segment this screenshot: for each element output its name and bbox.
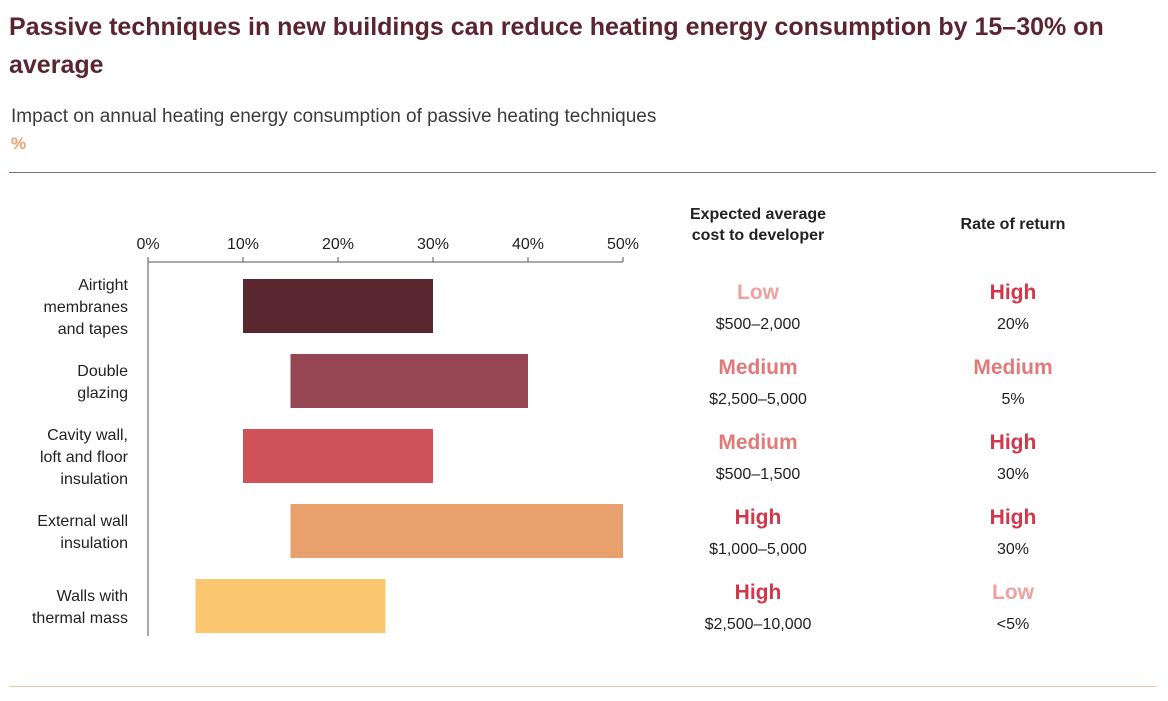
- category-label: loft and floor: [40, 449, 129, 466]
- cost-value: $500–2,000: [715, 316, 801, 333]
- x-tick-label: 20%: [322, 236, 354, 253]
- bar: [290, 504, 623, 558]
- x-tick-label: 10%: [227, 236, 259, 253]
- x-tick-label: 30%: [417, 236, 449, 253]
- category-label: Walls with: [57, 588, 128, 605]
- bottom-divider: [9, 686, 1156, 687]
- return-rating: Medium: [973, 356, 1053, 379]
- category-label: insulation: [60, 535, 128, 552]
- category-label: Double: [77, 363, 128, 380]
- return-value: <5%: [996, 616, 1030, 633]
- cost-rating: Medium: [718, 356, 798, 379]
- return-rating: Low: [992, 581, 1034, 604]
- bar: [195, 579, 386, 633]
- cost-rating: Medium: [718, 431, 798, 454]
- unit-label: %: [11, 134, 27, 153]
- return-rating: High: [989, 281, 1037, 304]
- bar: [243, 429, 433, 483]
- cost-value: $2,500–10,000: [704, 616, 812, 633]
- category-label: glazing: [77, 385, 128, 402]
- cost-rating: High: [734, 506, 782, 529]
- cost-rating: High: [734, 581, 782, 604]
- return-rating: High: [989, 431, 1037, 454]
- category-label: Airtight: [78, 277, 128, 294]
- bar: [243, 279, 433, 333]
- return-rating: High: [989, 506, 1037, 529]
- cost-column-header: Expected average cost to developer: [689, 206, 827, 244]
- cost-value: $2,500–5,000: [709, 391, 807, 408]
- category-label: membranes: [44, 299, 128, 316]
- range-bar-chart: 0% 10% 20% 30% 40% 50% Airtight membranes and ta…: [32, 236, 639, 636]
- return-value: 5%: [1001, 391, 1025, 408]
- category-label: and tapes: [58, 321, 128, 338]
- bar: [290, 354, 528, 408]
- page-title: Passive techniques in new buildings can …: [9, 13, 1104, 79]
- return-column-header: Rate of return: [960, 216, 1066, 233]
- category-label: External wall: [37, 513, 128, 530]
- x-tick-label: 50%: [607, 236, 639, 253]
- cost-rating: Low: [737, 281, 779, 304]
- cost-value: $500–1,500: [715, 466, 801, 483]
- top-divider: [9, 172, 1156, 173]
- chart-subtitle: Impact on annual heating energy consumpt…: [11, 106, 657, 127]
- cost-value: $1,000–5,000: [709, 541, 807, 558]
- return-value: 30%: [996, 541, 1030, 558]
- return-value: 20%: [996, 316, 1030, 333]
- x-tick-label: 40%: [512, 236, 544, 253]
- category-label: Cavity wall,: [47, 427, 128, 444]
- category-label: insulation: [60, 471, 128, 488]
- return-value: 30%: [996, 466, 1030, 483]
- category-label: thermal mass: [32, 610, 128, 627]
- x-tick-label: 0%: [136, 236, 159, 253]
